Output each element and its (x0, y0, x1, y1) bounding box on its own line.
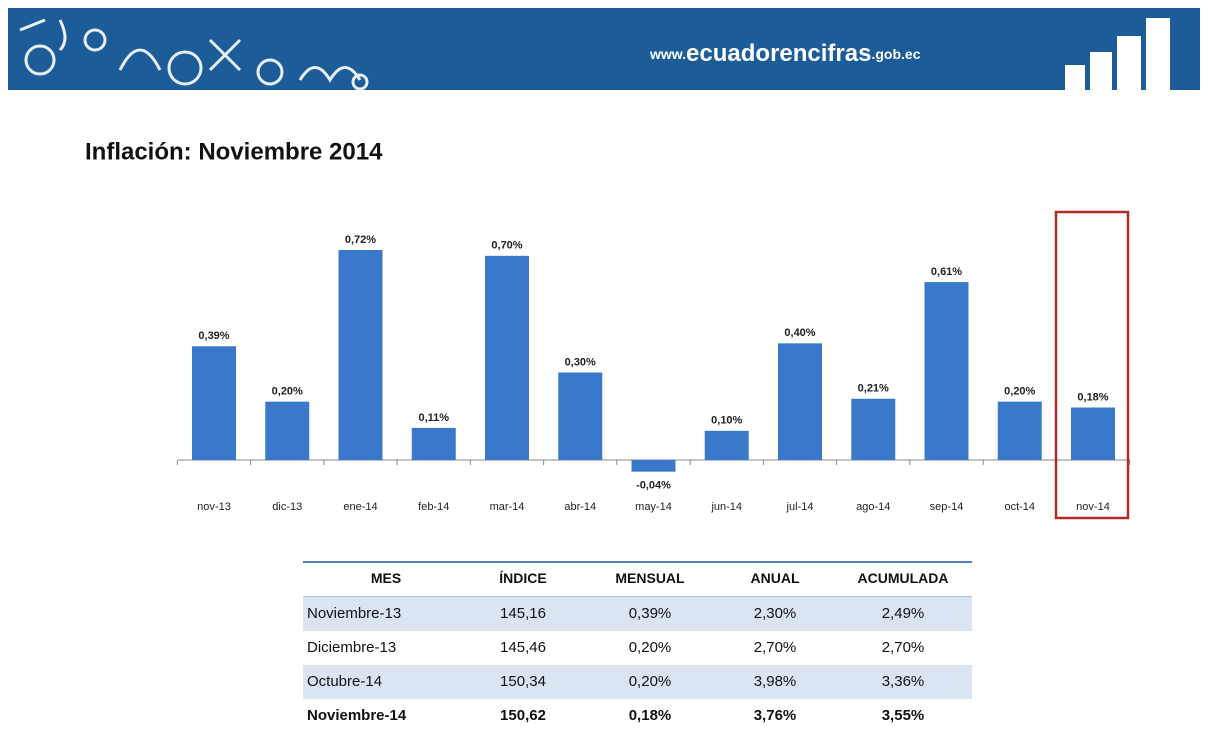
bar (997, 401, 1042, 460)
table-cell: 2,49% (882, 605, 925, 622)
table-header: ACUMULADA (858, 570, 949, 586)
header-band (8, 8, 1200, 90)
highlight-box (1054, 210, 1130, 520)
bar (924, 282, 969, 460)
data-label: 0,20% (272, 386, 303, 398)
table-cell: 0,39% (629, 605, 672, 622)
table-header: ANUAL (751, 570, 800, 586)
x-tick-label: may-14 (635, 501, 672, 513)
bar (485, 255, 529, 460)
table-cell: 0,20% (629, 673, 672, 690)
bar (411, 427, 456, 460)
data-label: 0,20% (1004, 386, 1035, 398)
table-cell: 3,76% (754, 707, 797, 724)
table-cell: Diciembre-13 (307, 639, 396, 656)
bar (778, 343, 822, 460)
table-cell: 0,18% (629, 707, 672, 724)
table-cell: 3,36% (882, 673, 925, 690)
table-header: MES (371, 570, 401, 586)
x-tick-label: sep-14 (930, 501, 964, 513)
bar (631, 460, 676, 472)
x-tick-label: nov-14 (1076, 501, 1110, 513)
data-label: 0,40% (784, 327, 815, 339)
chart: 0,39% nov-13 0,20% dic-13 0,72% ene-14 0,11% fe… (176, 210, 1131, 520)
bar (1071, 407, 1115, 460)
table-cell: Noviembre-13 (307, 605, 401, 622)
data-label: 0,61% (931, 266, 962, 278)
x-tick-label: feb-14 (418, 501, 449, 513)
x-tick-label: nov-13 (197, 501, 231, 513)
table-cell: 2,30% (754, 605, 797, 622)
bar (558, 372, 603, 460)
data-label: 0,18% (1077, 391, 1108, 403)
data-label: 0,21% (858, 383, 889, 395)
bar (704, 430, 749, 460)
data-label: 0,72% (345, 234, 376, 246)
x-tick-label: jun-14 (710, 501, 742, 513)
bar (192, 346, 236, 460)
x-tick-label: jul-14 (786, 501, 814, 513)
table-cell: 3,98% (754, 673, 797, 690)
x-tick-label: abr-14 (564, 501, 596, 513)
table-cell: 145,46 (500, 639, 546, 656)
website-prefix: www. (649, 46, 686, 62)
chart-title: Inflación: Noviembre 2014 (85, 138, 383, 165)
table-cell: 2,70% (882, 639, 925, 656)
website-name: ecuadorencifras (686, 40, 871, 67)
table-header: MENSUAL (615, 570, 685, 586)
data-label: 0,11% (418, 412, 449, 424)
table-header: ÍNDICE (499, 570, 546, 586)
data-label: 0,70% (491, 240, 522, 252)
table: MES ÍNDICE MENSUAL ANUAL ACUMULADA Noviembre-… (303, 561, 972, 724)
header-logo-bars (1065, 18, 1170, 90)
website-suffix: .gob.ec (871, 46, 920, 62)
data-label: 0,30% (565, 356, 596, 368)
table-cell: 145,16 (500, 605, 546, 622)
table-cell: 150,62 (500, 707, 546, 724)
row-band (303, 665, 972, 699)
table-cell: 150,34 (500, 673, 546, 690)
data-label: -0,04% (636, 480, 671, 492)
x-tick-label: ene-14 (343, 501, 377, 513)
x-tick-label: ago-14 (856, 501, 890, 513)
data-label: 0,10% (711, 415, 742, 427)
website: www.ecuadorencifras.gob.ec (649, 40, 921, 67)
x-tick-label: mar-14 (490, 501, 525, 513)
x-tick-label: dic-13 (272, 501, 302, 513)
data-label: 0,39% (198, 330, 229, 342)
table-cell: Noviembre-14 (307, 707, 407, 724)
table-cell: 0,20% (629, 639, 672, 656)
table-cell: 3,55% (882, 707, 925, 724)
table-cell: 2,70% (754, 639, 797, 656)
table-cell: Octubre-14 (307, 673, 382, 690)
header-decoration (19, 18, 369, 91)
bar (338, 250, 383, 460)
x-tick-label: oct-14 (1004, 501, 1035, 513)
row-band (303, 597, 972, 631)
bar (851, 398, 896, 460)
bar (265, 401, 310, 460)
